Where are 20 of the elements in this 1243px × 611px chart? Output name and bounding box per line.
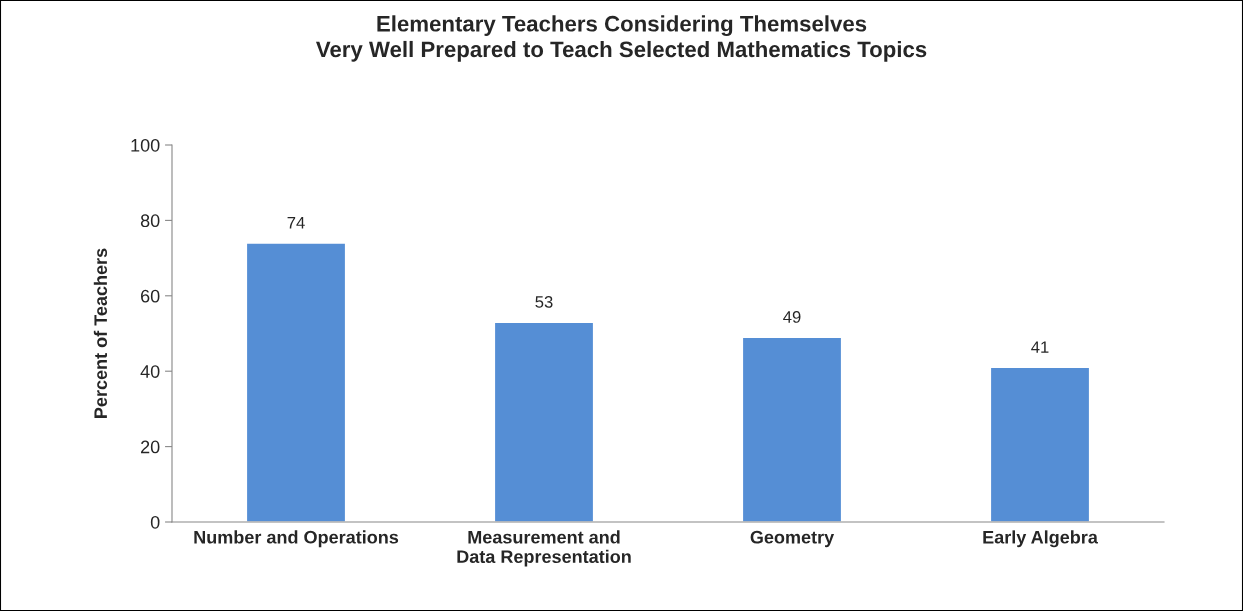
x-tick-label: Number and Operations [194,530,399,548]
y-axis-title: Percent of Teachers [93,248,108,418]
x-tick-label: Geometry [750,530,835,548]
y-tick-label: 60 [141,289,160,303]
data-label: 49 [783,311,801,323]
bar [989,366,1091,522]
x-tick-label: Measurement and Data Representation [457,530,631,567]
y-tick-label: 100 [131,138,160,152]
y-tick-label: 40 [140,365,160,378]
y-tick-label: 80 [140,214,160,228]
bar [245,242,347,522]
data-label: 41 [1031,341,1049,353]
bar [493,321,595,522]
data-label: 53 [535,295,553,308]
chart-title: Elementary Teachers Considering Themselves Very Well Prepared to Teach Selected Mathematics Topics [315,15,927,62]
data-label: 74 [287,216,305,229]
x-tick-label: Early Algebra [983,530,1098,548]
y-tick-label: 20 [141,440,160,454]
bar [741,336,843,522]
y-tick-label: 0 [150,515,160,529]
